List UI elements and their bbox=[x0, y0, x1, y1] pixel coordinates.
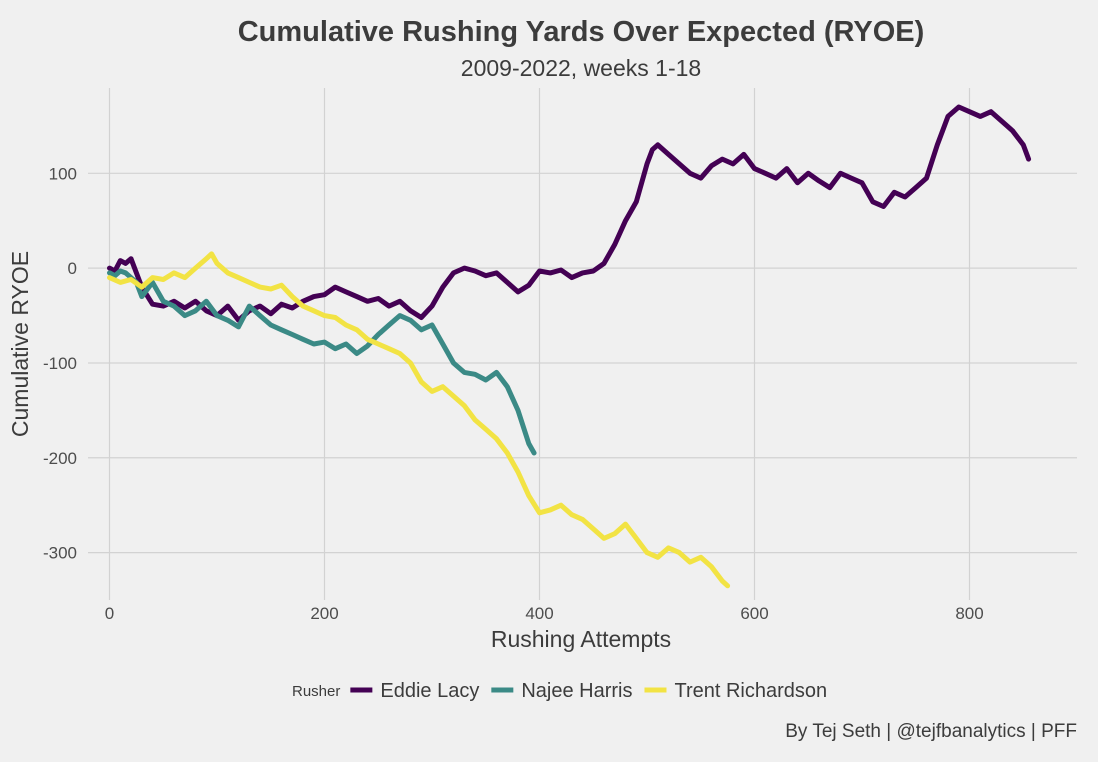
x-axis-label: Rushing Attempts bbox=[491, 626, 671, 652]
x-tick-label: 200 bbox=[310, 604, 338, 623]
y-tick-label: 0 bbox=[68, 259, 77, 278]
chart-subtitle: 2009-2022, weeks 1-18 bbox=[461, 55, 701, 81]
y-tick-label: -300 bbox=[43, 544, 77, 563]
series-line-trent-richardson bbox=[107, 251, 731, 589]
y-axis-label: Cumulative RYOE bbox=[7, 251, 33, 437]
chart-caption: By Tej Seth | @tejfbanalytics | PFF bbox=[785, 721, 1077, 742]
x-tick-label: 400 bbox=[525, 604, 553, 623]
legend-label-najee-harris: Najee Harris bbox=[521, 680, 632, 702]
chart-title: Cumulative Rushing Yards Over Expected (… bbox=[238, 16, 925, 48]
x-tick-label: 0 bbox=[105, 604, 114, 623]
series-line-najee-harris bbox=[107, 268, 537, 456]
legend-label-trent-richardson: Trent Richardson bbox=[674, 680, 827, 702]
plot-area bbox=[107, 104, 1032, 589]
series-line-eddie-lacy bbox=[107, 104, 1032, 323]
y-tick-label: -100 bbox=[43, 354, 77, 373]
x-tick-label: 800 bbox=[955, 604, 983, 623]
y-tick-label: -200 bbox=[43, 449, 77, 468]
legend-label-eddie-lacy: Eddie Lacy bbox=[380, 680, 479, 702]
x-tick-label: 600 bbox=[740, 604, 768, 623]
gridlines bbox=[88, 88, 1077, 600]
legend-title: Rusher bbox=[292, 683, 340, 700]
y-tick-label: 100 bbox=[49, 164, 77, 183]
legend: Rusher Eddie Lacy Najee Harris Trent Richa… bbox=[292, 680, 827, 702]
